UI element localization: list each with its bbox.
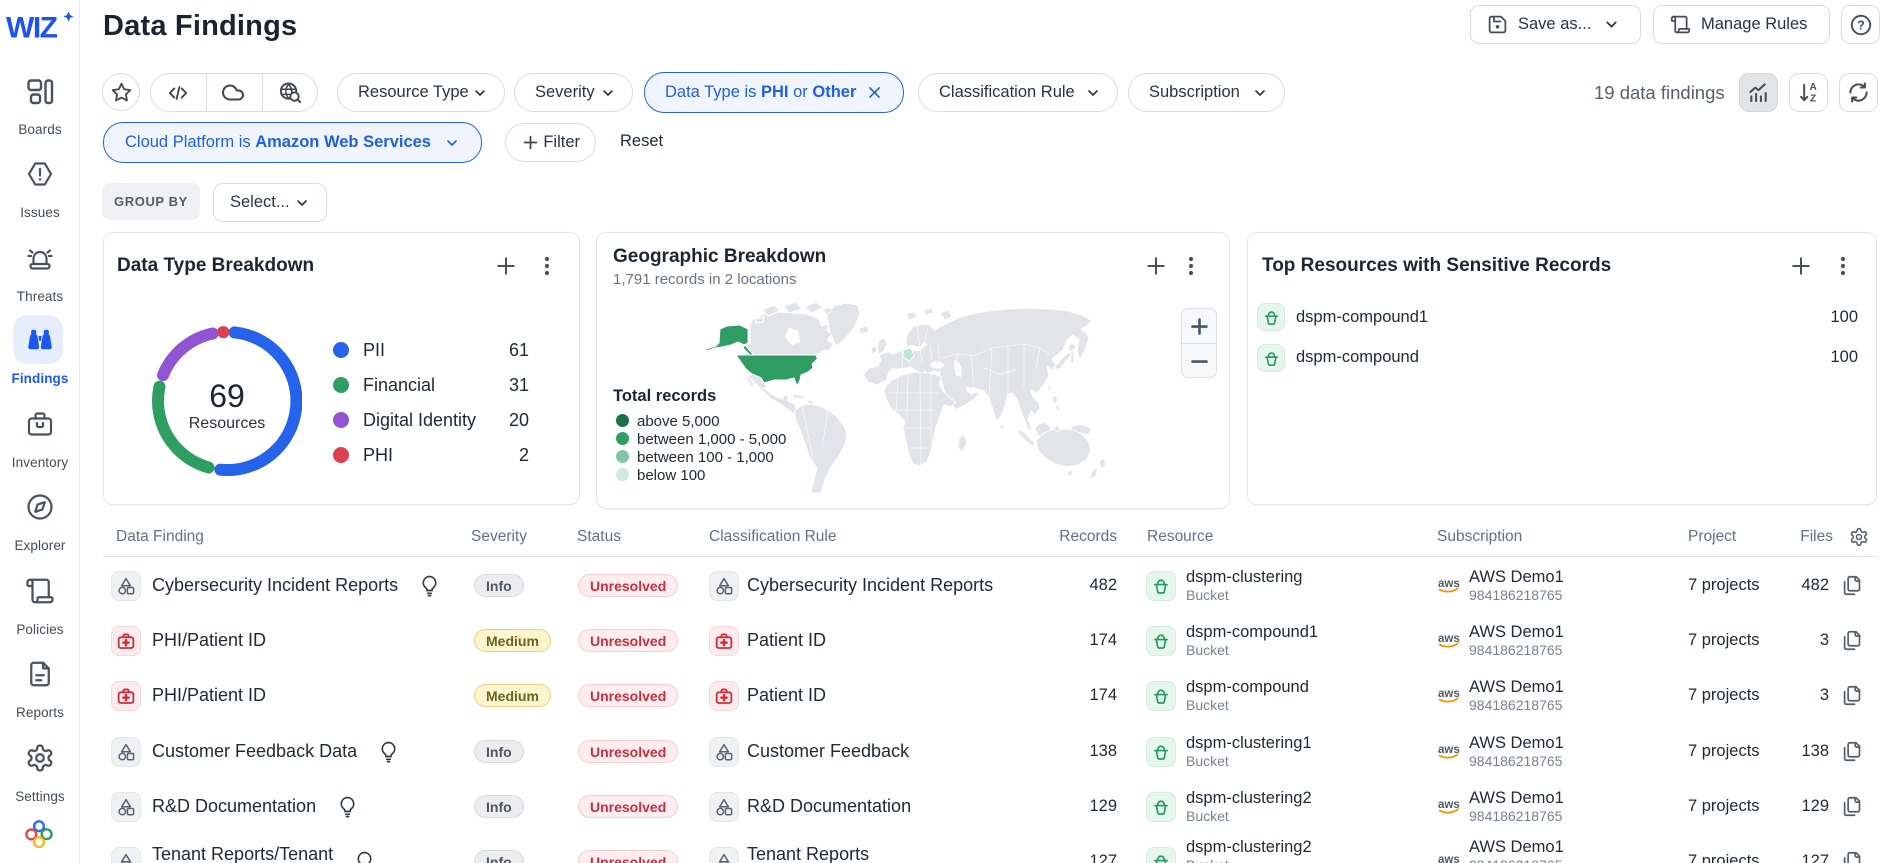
svg-text:?: ? <box>1857 18 1865 32</box>
svg-text:aws: aws <box>1438 688 1460 700</box>
svg-text:A: A <box>1809 82 1816 93</box>
svg-text:aws: aws <box>1438 799 1460 811</box>
svg-text:Z: Z <box>1810 94 1816 104</box>
svg-text:aws: aws <box>1438 633 1460 645</box>
svg-text:aws: aws <box>1438 578 1460 590</box>
svg-text:aws: aws <box>1438 854 1460 863</box>
svg-text:aws: aws <box>1438 744 1460 756</box>
svg-text:WIZ: WIZ <box>6 12 58 45</box>
